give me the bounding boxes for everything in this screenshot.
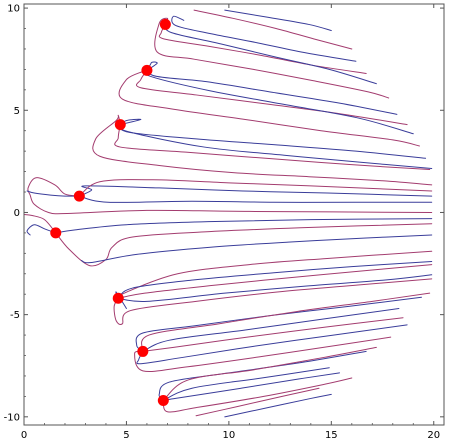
- points-layer: [50, 18, 171, 406]
- streamline-8: [144, 69, 414, 135]
- streamline-20: [23, 214, 57, 234]
- streamline-6: [146, 61, 398, 115]
- streamline-39: [162, 377, 353, 413]
- streamline-4: [164, 23, 377, 85]
- streamline-26: [117, 264, 433, 299]
- y-tick-label-2: 0: [14, 208, 20, 219]
- streamline-21: [55, 218, 433, 234]
- streamline-22: [55, 223, 433, 267]
- streamline-17: [27, 177, 433, 215]
- critical-point-4: [50, 227, 62, 239]
- streamline-14: [78, 185, 433, 197]
- streamline-18: [26, 190, 80, 197]
- x-tick-label-0: 0: [21, 430, 27, 441]
- streamline-23: [80, 234, 433, 264]
- streamline-10: [119, 118, 427, 159]
- x-tick-label-4: 20: [427, 430, 440, 441]
- streamline-5: [154, 17, 390, 99]
- x-tick-label-3: 15: [325, 430, 338, 441]
- streamline-33: [142, 317, 404, 352]
- streamline-19: [26, 224, 57, 236]
- streamline-15: [78, 179, 433, 197]
- streamline-12: [119, 124, 433, 170]
- streamline-30: [135, 296, 422, 352]
- streamline-16: [78, 195, 433, 203]
- streamline-13: [92, 114, 433, 186]
- critical-point-1: [141, 64, 153, 76]
- streamline-42: [224, 393, 332, 418]
- streamline-27: [117, 274, 433, 302]
- x-tick-label-2: 10: [223, 430, 236, 441]
- streamline-37: [162, 346, 377, 401]
- critical-point-0: [159, 18, 171, 30]
- x-tick-label-1: 5: [123, 430, 129, 441]
- critical-point-3: [73, 190, 85, 202]
- streamline-2: [171, 15, 357, 62]
- streamline-34: [136, 324, 408, 365]
- frame-layer: [23, 3, 445, 426]
- y-tick-label-0: -10: [4, 412, 20, 423]
- streamline-0: [224, 9, 332, 32]
- streamline-32: [142, 308, 400, 352]
- critical-point-2: [114, 119, 126, 131]
- streamline-28: [113, 278, 433, 325]
- streamline-25: [117, 261, 433, 299]
- streamline-1: [193, 9, 353, 50]
- streamline-24: [117, 250, 433, 299]
- streamline-31: [141, 292, 431, 352]
- y-tick-label-3: 5: [14, 106, 20, 117]
- streamline-11: [114, 124, 431, 171]
- critical-point-5: [112, 292, 124, 304]
- ticks-layer: 0 5 10 15 20 -10 -5 0 5 10: [4, 4, 444, 441]
- curves-layer: [23, 9, 433, 418]
- y-tick-label-4: 10: [7, 4, 20, 15]
- streamline-7: [135, 69, 408, 126]
- streamline-35: [134, 336, 392, 372]
- critical-point-7: [157, 394, 169, 406]
- critical-point-6: [137, 345, 149, 357]
- streamline-41: [195, 387, 320, 417]
- plot-frame: [23, 3, 445, 426]
- streamline-38: [162, 367, 330, 401]
- y-tick-label-1: -5: [10, 310, 20, 321]
